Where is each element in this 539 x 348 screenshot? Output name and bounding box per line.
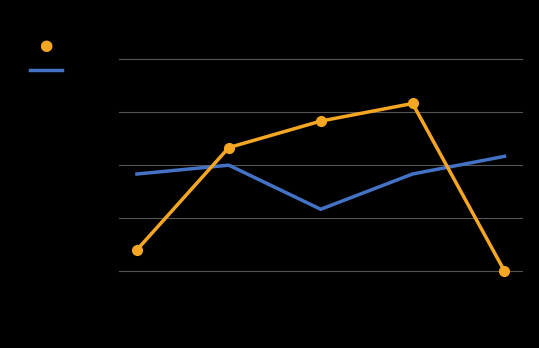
- Text: ●: ●: [39, 38, 52, 53]
